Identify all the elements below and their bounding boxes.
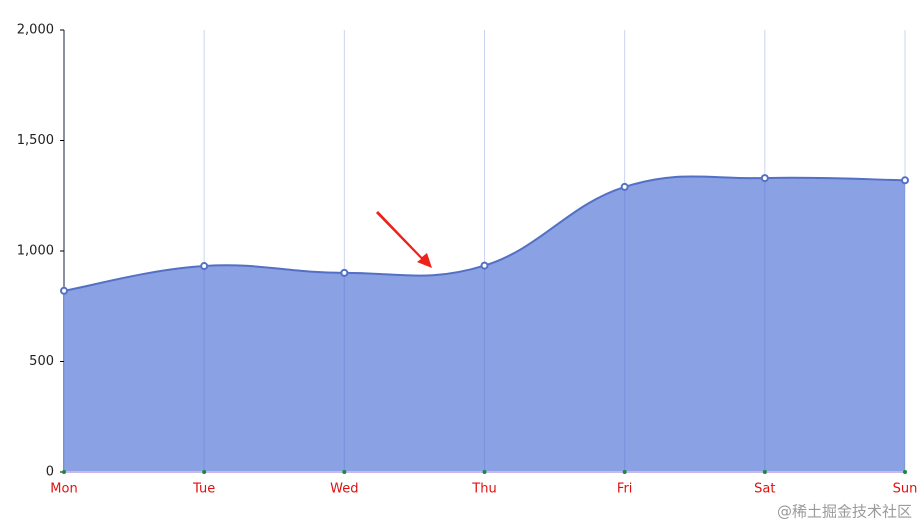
x-tick-label: Sun (893, 482, 918, 497)
x-tick-label: Thu (471, 482, 496, 497)
area (64, 176, 905, 472)
point (60, 286, 68, 295)
y-tick-label: 0 (46, 465, 54, 480)
x-tick-label: Sat (754, 482, 775, 497)
point (901, 176, 909, 185)
x-tick-label: Mon (50, 482, 77, 497)
x-tick (62, 470, 66, 474)
point (480, 261, 489, 270)
x-tick-label: Tue (192, 482, 215, 497)
x-tick (762, 470, 767, 474)
x-tick-label: Wed (330, 482, 358, 497)
y-tick-label: 1,000 (17, 244, 54, 259)
y-tick-label: 1,500 (17, 133, 54, 148)
y-tick-label: 500 (29, 354, 54, 369)
x-tick-label: Fri (617, 482, 633, 497)
point (620, 182, 629, 191)
x-tick (482, 470, 487, 474)
x-tick (202, 470, 207, 474)
annotation-arrow (376, 211, 432, 268)
x-tick (903, 470, 907, 474)
arrow-shape (376, 211, 432, 268)
x-tick (622, 470, 627, 474)
x-tick (342, 470, 347, 474)
point (340, 268, 349, 277)
watermark: @稀土掘金技术社区 (777, 503, 912, 521)
point (200, 262, 209, 271)
point (760, 174, 769, 183)
y-tick-label: 2,000 (17, 23, 54, 38)
